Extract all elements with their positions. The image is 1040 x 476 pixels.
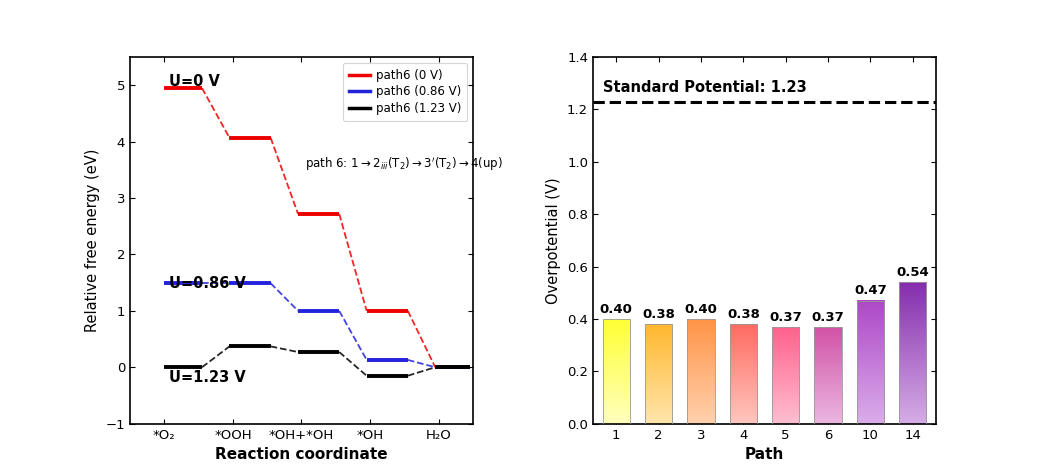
Bar: [899, 282, 927, 424]
Text: path 6: 1$\rightarrow$2$_{iii}$(T$_2$)$\rightarrow$3$'$(T$_2$)$\rightarrow$4(up): path 6: 1$\rightarrow$2$_{iii}$(T$_2$)$\…: [305, 156, 503, 173]
Text: 0.54: 0.54: [896, 266, 929, 279]
Bar: [814, 327, 841, 424]
Bar: [687, 319, 714, 424]
Y-axis label: Overpotential (V): Overpotential (V): [546, 177, 562, 304]
Text: U=0 V: U=0 V: [170, 74, 220, 89]
Bar: [602, 319, 630, 424]
Bar: [645, 324, 673, 424]
Bar: [730, 324, 757, 424]
Text: U=1.23 V: U=1.23 V: [170, 370, 245, 385]
Y-axis label: Relative free energy (eV): Relative free energy (eV): [85, 149, 100, 332]
Text: 0.37: 0.37: [811, 311, 844, 324]
Text: U=0.86 V: U=0.86 V: [170, 276, 246, 291]
Legend: path6 (0 V), path6 (0.86 V), path6 (1.23 V): path6 (0 V), path6 (0.86 V), path6 (1.23…: [343, 63, 467, 121]
Text: 0.40: 0.40: [684, 303, 718, 316]
Bar: [857, 301, 884, 424]
Text: Standard Potential: 1.23: Standard Potential: 1.23: [603, 80, 807, 95]
Bar: [772, 327, 800, 424]
Text: 0.37: 0.37: [770, 311, 802, 324]
Text: 0.38: 0.38: [643, 308, 675, 321]
X-axis label: Path: Path: [745, 447, 784, 462]
Text: 0.38: 0.38: [727, 308, 760, 321]
X-axis label: Reaction coordinate: Reaction coordinate: [215, 447, 388, 462]
Text: 0.40: 0.40: [600, 303, 632, 316]
Text: 0.47: 0.47: [854, 285, 887, 298]
